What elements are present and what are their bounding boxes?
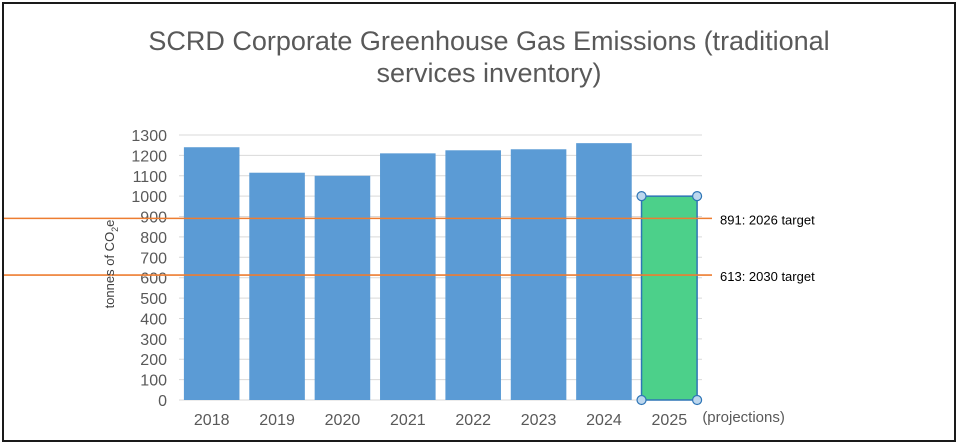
bar-2021	[380, 153, 436, 400]
y-axis-label-end: e	[102, 220, 117, 227]
target-lines: 891: 2026 target 613: 2030 target	[4, 212, 815, 284]
x-axis-ticks: 2018 2019 2020 2021 2022 2023 2024 2025	[194, 412, 687, 429]
chart-title-line1: SCRD Corporate Greenhouse Gas Emissions …	[148, 26, 829, 56]
y-axis-label: tonnes of CO2e	[102, 220, 120, 309]
y-tick-label: 1300	[131, 128, 167, 145]
y-tick-label: 200	[140, 352, 167, 369]
resize-handle	[691, 394, 703, 406]
x-tick-label: 2022	[455, 412, 491, 429]
x-tick-label: 2025	[652, 412, 688, 429]
x-tick-label: 2020	[325, 412, 361, 429]
y-axis-ticks: 0100200300400500600700800900100011001200…	[131, 128, 167, 410]
y-tick-label: 500	[140, 291, 167, 308]
bar-2018	[183, 147, 240, 400]
y-tick-label: 400	[140, 311, 167, 328]
y-tick-label: 700	[140, 250, 167, 267]
resize-handle	[691, 191, 703, 202]
target-label: 613: 2030 target	[720, 269, 815, 284]
chart-title-line2: services inventory)	[376, 58, 601, 88]
y-tick-label: 0	[158, 393, 167, 410]
bar-2024	[576, 143, 632, 400]
y-tick-label: 600	[140, 271, 167, 288]
x-tick-label: 2021	[390, 412, 426, 429]
y-tick-label: 100	[140, 373, 167, 390]
y-axis-label-sub: 2	[110, 227, 120, 232]
resize-handle	[636, 394, 647, 406]
y-tick-label: 1000	[131, 189, 167, 206]
projections-note: (projections)	[702, 409, 785, 426]
y-tick-label: 300	[140, 332, 167, 349]
bar-2019	[249, 172, 305, 400]
y-tick-label: 1200	[131, 148, 167, 165]
target-label: 891: 2026 target	[720, 212, 815, 227]
x-tick-label: 2023	[521, 412, 557, 429]
x-tick-label: 2024	[586, 412, 622, 429]
y-tick-label: 1100	[133, 169, 168, 186]
y-tick-label: 800	[140, 230, 167, 247]
y-axis-label-main: tonnes of CO	[102, 232, 117, 309]
bar-2020	[314, 175, 371, 400]
resize-handle	[636, 191, 647, 202]
bar-projection-2025	[640, 195, 698, 401]
bars	[183, 143, 703, 406]
emissions-bar-chart: SCRD Corporate Greenhouse Gas Emissions …	[4, 26, 830, 429]
x-tick-label: 2019	[259, 412, 295, 429]
x-tick-label: 2018	[194, 412, 230, 429]
